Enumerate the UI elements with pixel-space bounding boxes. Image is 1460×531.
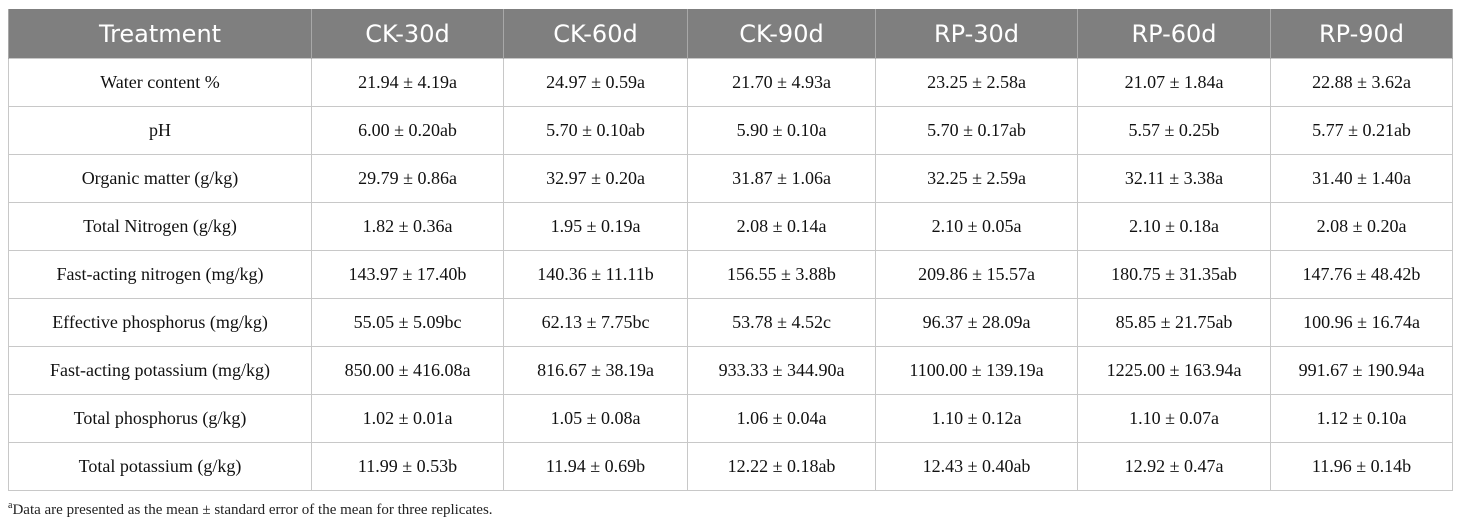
table-cell: 1.10 ± 0.07a <box>1077 394 1271 443</box>
table-cell: 5.70 ± 0.10ab <box>503 106 688 155</box>
row-label: Total phosphorus (g/kg) <box>8 394 312 443</box>
table-cell: 1225.00 ± 163.94a <box>1077 346 1271 395</box>
table-footnote: aData are presented as the mean ± standa… <box>8 500 493 519</box>
table-cell: 2.10 ± 0.05a <box>875 202 1078 251</box>
table-cell: 11.99 ± 0.53b <box>311 442 504 491</box>
table-cell: 209.86 ± 15.57a <box>875 250 1078 299</box>
table-cell: 1.05 ± 0.08a <box>503 394 688 443</box>
table-cell: 100.96 ± 16.74a <box>1270 298 1453 347</box>
table-cell: 85.85 ± 21.75ab <box>1077 298 1271 347</box>
table-cell: 2.08 ± 0.14a <box>687 202 876 251</box>
table-cell: 22.88 ± 3.62a <box>1270 58 1453 107</box>
table-cell: 23.25 ± 2.58a <box>875 58 1078 107</box>
row-label: pH <box>8 106 312 155</box>
header-row: Treatment CK-30d CK-60d CK-90d RP-30d RP… <box>8 9 1453 59</box>
table-cell: 140.36 ± 11.11b <box>503 250 688 299</box>
table-cell: 53.78 ± 4.52c <box>687 298 876 347</box>
row-label: Total potassium (g/kg) <box>8 442 312 491</box>
row-label: Fast-acting potassium (mg/kg) <box>8 346 312 395</box>
row-label: Effective phosphorus (mg/kg) <box>8 298 312 347</box>
header-cell-rp-30d: RP-30d <box>875 9 1078 59</box>
table-row: Fast-acting potassium (mg/kg) 850.00 ± 4… <box>8 346 1453 395</box>
table-cell: 12.92 ± 0.47a <box>1077 442 1271 491</box>
table-cell: 31.40 ± 1.40a <box>1270 154 1453 203</box>
footnote-text: Data are presented as the mean ± standar… <box>12 502 493 518</box>
header-cell-ck-30d: CK-30d <box>311 9 504 59</box>
table-cell: 12.43 ± 0.40ab <box>875 442 1078 491</box>
header-cell-rp-90d: RP-90d <box>1270 9 1453 59</box>
table-cell: 991.67 ± 190.94a <box>1270 346 1453 395</box>
table-cell: 11.96 ± 0.14b <box>1270 442 1453 491</box>
row-label: Water content % <box>8 58 312 107</box>
table-cell: 21.07 ± 1.84a <box>1077 58 1271 107</box>
table-cell: 24.97 ± 0.59a <box>503 58 688 107</box>
table-cell: 32.25 ± 2.59a <box>875 154 1078 203</box>
header-cell-treatment: Treatment <box>8 9 312 59</box>
table-cell: 147.76 ± 48.42b <box>1270 250 1453 299</box>
table-cell: 12.22 ± 0.18ab <box>687 442 876 491</box>
table-row: Organic matter (g/kg) 29.79 ± 0.86a 32.9… <box>8 154 1453 203</box>
table-cell: 1.82 ± 0.36a <box>311 202 504 251</box>
table-cell: 1.95 ± 0.19a <box>503 202 688 251</box>
table-cell: 62.13 ± 7.75bc <box>503 298 688 347</box>
table-cell: 1.02 ± 0.01a <box>311 394 504 443</box>
row-label: Total Nitrogen (g/kg) <box>8 202 312 251</box>
table-cell: 31.87 ± 1.06a <box>687 154 876 203</box>
table-row: Fast-acting nitrogen (mg/kg) 143.97 ± 17… <box>8 250 1453 299</box>
table-row: Total Nitrogen (g/kg) 1.82 ± 0.36a 1.95 … <box>8 202 1453 251</box>
header-cell-ck-60d: CK-60d <box>503 9 688 59</box>
table-cell: 1.06 ± 0.04a <box>687 394 876 443</box>
table-cell: 96.37 ± 28.09a <box>875 298 1078 347</box>
row-label: Fast-acting nitrogen (mg/kg) <box>8 250 312 299</box>
header-cell-ck-90d: CK-90d <box>687 9 876 59</box>
table-cell: 143.97 ± 17.40b <box>311 250 504 299</box>
table-cell: 1.12 ± 0.10a <box>1270 394 1453 443</box>
table-cell: 2.10 ± 0.18a <box>1077 202 1271 251</box>
table-cell: 21.70 ± 4.93a <box>687 58 876 107</box>
table-cell: 32.97 ± 0.20a <box>503 154 688 203</box>
data-table-container: Treatment CK-30d CK-60d CK-90d RP-30d RP… <box>8 9 1453 491</box>
table-row: Water content % 21.94 ± 4.19a 24.97 ± 0.… <box>8 58 1453 107</box>
table-header: Treatment CK-30d CK-60d CK-90d RP-30d RP… <box>8 9 1453 59</box>
table-cell: 933.33 ± 344.90a <box>687 346 876 395</box>
soil-properties-table: Treatment CK-30d CK-60d CK-90d RP-30d RP… <box>8 9 1453 491</box>
table-cell: 816.67 ± 38.19a <box>503 346 688 395</box>
row-label: Organic matter (g/kg) <box>8 154 312 203</box>
table-cell: 2.08 ± 0.20a <box>1270 202 1453 251</box>
table-row: Effective phosphorus (mg/kg) 55.05 ± 5.0… <box>8 298 1453 347</box>
table-cell: 21.94 ± 4.19a <box>311 58 504 107</box>
table-row: pH 6.00 ± 0.20ab 5.70 ± 0.10ab 5.90 ± 0.… <box>8 106 1453 155</box>
table-cell: 5.70 ± 0.17ab <box>875 106 1078 155</box>
table-body: Water content % 21.94 ± 4.19a 24.97 ± 0.… <box>8 58 1453 491</box>
table-cell: 5.57 ± 0.25b <box>1077 106 1271 155</box>
table-row: Total phosphorus (g/kg) 1.02 ± 0.01a 1.0… <box>8 394 1453 443</box>
header-cell-rp-60d: RP-60d <box>1077 9 1271 59</box>
table-cell: 156.55 ± 3.88b <box>687 250 876 299</box>
table-cell: 5.77 ± 0.21ab <box>1270 106 1453 155</box>
table-row: Total potassium (g/kg) 11.99 ± 0.53b 11.… <box>8 442 1453 491</box>
table-cell: 1.10 ± 0.12a <box>875 394 1078 443</box>
table-cell: 1100.00 ± 139.19a <box>875 346 1078 395</box>
table-cell: 55.05 ± 5.09bc <box>311 298 504 347</box>
footnote-marker: a <box>8 500 13 511</box>
table-cell: 11.94 ± 0.69b <box>503 442 688 491</box>
table-cell: 180.75 ± 31.35ab <box>1077 250 1271 299</box>
table-cell: 32.11 ± 3.38a <box>1077 154 1271 203</box>
table-cell: 850.00 ± 416.08a <box>311 346 504 395</box>
table-cell: 29.79 ± 0.86a <box>311 154 504 203</box>
table-cell: 5.90 ± 0.10a <box>687 106 876 155</box>
table-cell: 6.00 ± 0.20ab <box>311 106 504 155</box>
